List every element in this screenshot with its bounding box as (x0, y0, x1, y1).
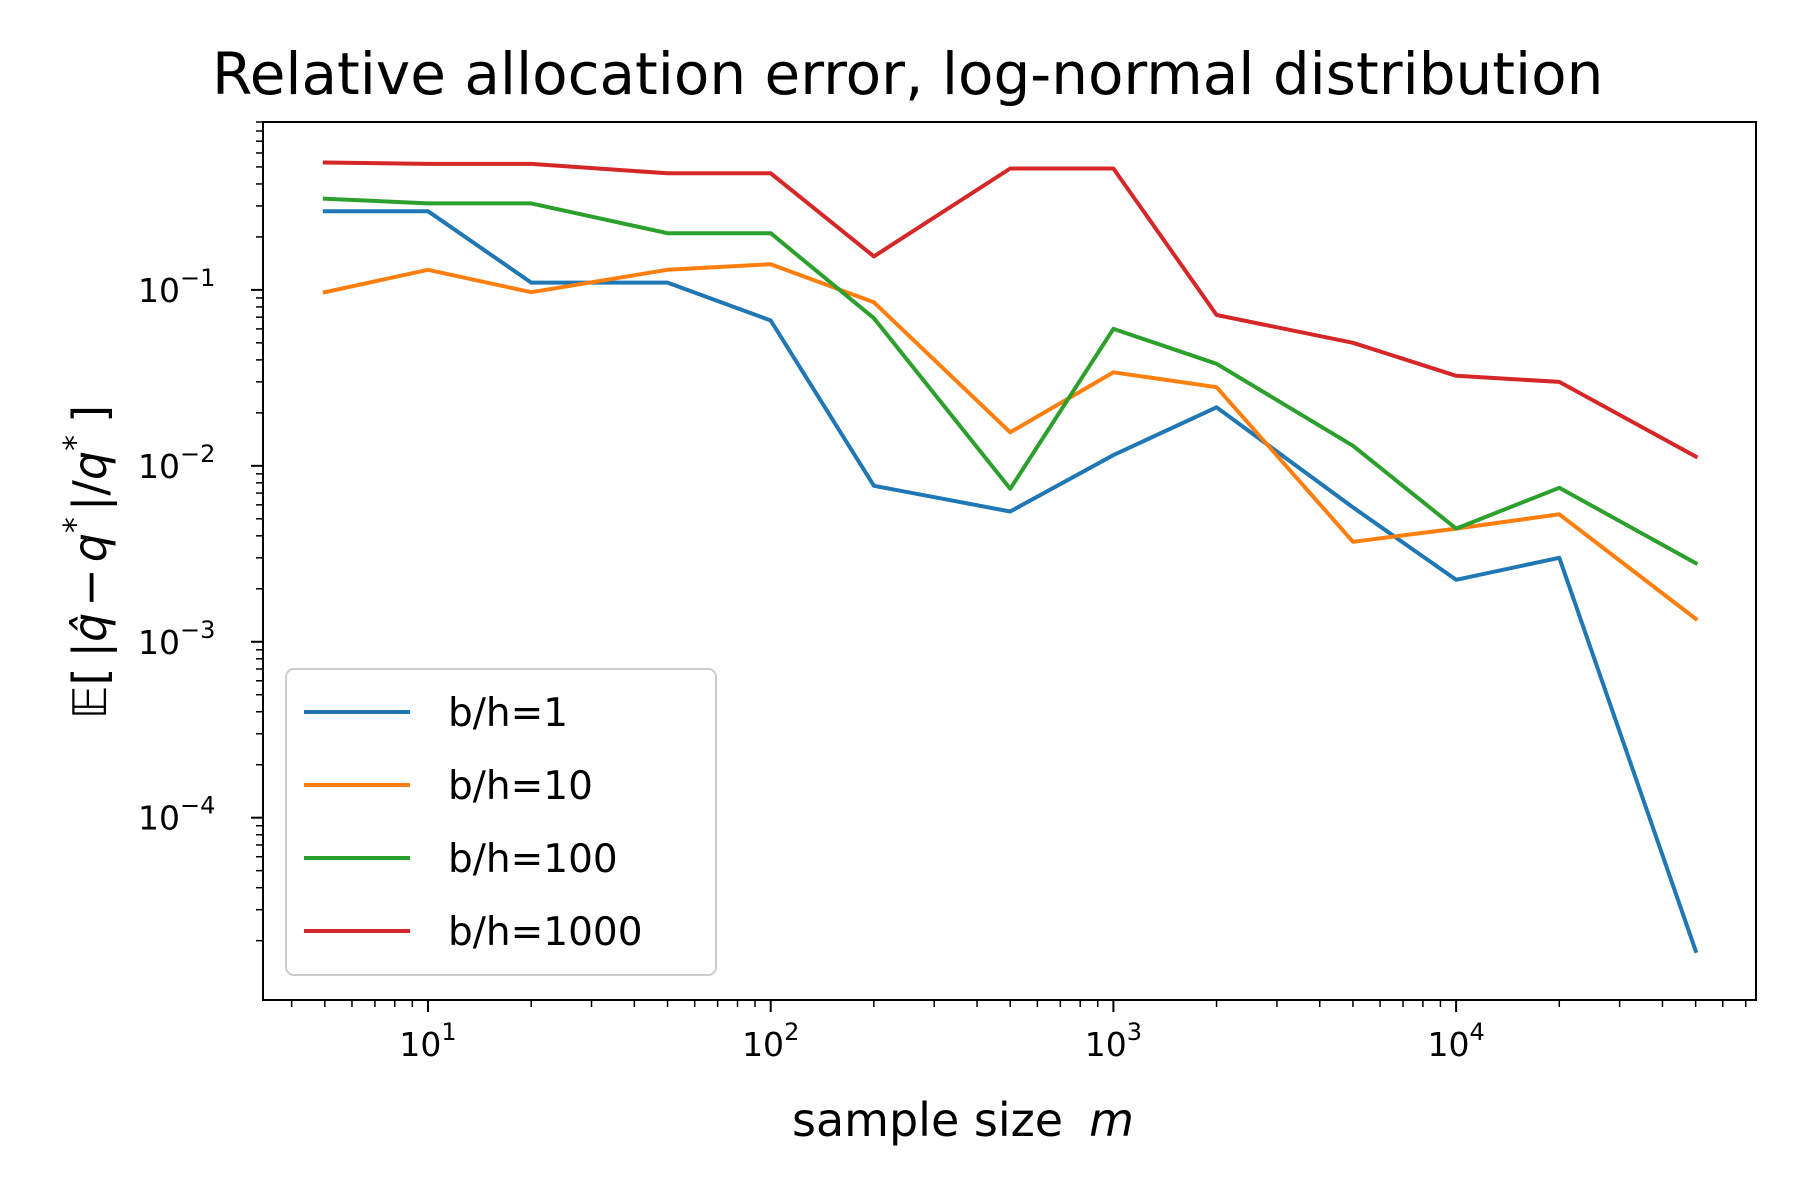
y-tick-base: 10 (138, 799, 180, 838)
series-line-1 (322, 209, 1699, 954)
x-tick-base: 10 (1427, 1025, 1469, 1064)
y-label-expectation: 𝔼 (63, 686, 117, 720)
y-tick-exponent: −2 (180, 440, 215, 468)
x-axis-label-text: sample size (792, 1093, 1063, 1147)
y-label-bar-right: | (63, 496, 118, 512)
x-tick-exponent: 3 (1127, 1018, 1142, 1046)
y-tick-base: 10 (138, 447, 180, 486)
series-line-2 (322, 262, 1699, 622)
x-tick-exponent: 2 (784, 1018, 799, 1046)
y-label-star-2: * (56, 435, 94, 451)
y-tick-base: 10 (138, 271, 180, 310)
minor-ticks (256, 121, 1747, 1007)
y-tick-label: 10−4 (138, 792, 215, 838)
series-line-3 (322, 196, 1699, 566)
plot-area: 101 102 103 104 10−110−210−310−4 (138, 121, 1757, 1064)
x-tick-label: 102 (742, 1018, 799, 1064)
y-tick-exponent: −1 (180, 264, 215, 292)
x-axis-ticks: 101 102 103 104 (399, 1000, 1485, 1064)
y-label-star-1: * (56, 517, 94, 533)
y-label-q: q (63, 533, 117, 562)
x-tick-base: 10 (742, 1025, 784, 1064)
y-label-minus: − (63, 568, 117, 607)
legend-entries: b/h=1 b/h=10 b/h=100 b/h=1000 (304, 691, 643, 955)
series-lines (322, 160, 1699, 954)
x-tick-label: 101 (399, 1018, 456, 1064)
x-tick-label: 104 (1427, 1018, 1484, 1064)
x-tick-exponent: 1 (441, 1018, 456, 1046)
legend-label-1: b/h=1 (448, 691, 568, 736)
y-label-open-bracket: [ (63, 668, 117, 686)
y-axis-label: 𝔼[|q̂−q*|/q*] (56, 405, 118, 719)
legend-box (285, 668, 717, 976)
x-tick-label: 103 (1085, 1018, 1142, 1064)
x-tick-exponent: 4 (1469, 1018, 1484, 1046)
y-axis-ticks: 10−110−210−310−4 (138, 264, 263, 838)
legend: b/h=1 b/h=10 b/h=100 b/h=1000 (285, 668, 717, 976)
series-line-4 (322, 160, 1699, 460)
legend-label-3: b/h=100 (448, 837, 618, 882)
y-label-qhat: q̂ (63, 613, 117, 642)
x-tick-base: 10 (399, 1025, 441, 1064)
chart-title: Relative allocation error, log-normal di… (212, 40, 1603, 108)
y-tick-exponent: −3 (180, 616, 215, 644)
x-axis-label-variable: m (1089, 1093, 1134, 1147)
legend-label-2: b/h=10 (448, 764, 593, 809)
y-tick-exponent: −4 (180, 792, 215, 820)
y-tick-label: 10−3 (138, 616, 215, 662)
x-axis-label: sample size m (792, 1093, 1134, 1147)
y-label-slash: / (63, 480, 117, 496)
legend-label-4: b/h=1000 (448, 910, 643, 955)
y-tick-label: 10−2 (138, 440, 215, 486)
y-label-bar-left: | (63, 642, 118, 658)
y-tick-label: 10−1 (138, 264, 215, 310)
y-label-close-bracket: ] (63, 405, 117, 423)
y-tick-base: 10 (138, 623, 180, 662)
y-label-q-denominator: q (63, 451, 117, 480)
x-tick-base: 10 (1085, 1025, 1127, 1064)
